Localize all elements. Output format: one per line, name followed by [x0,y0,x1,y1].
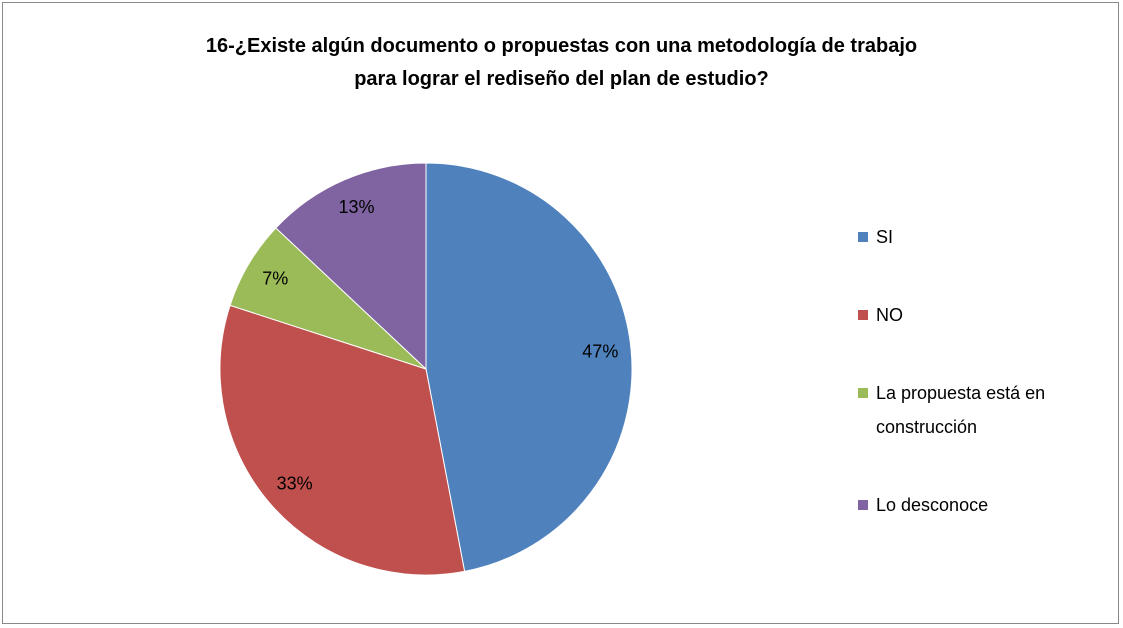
pie-slice [425,162,633,572]
legend-entry: La propuesta está en construcción [856,376,1111,444]
data-label: 13% [338,197,374,217]
legend-swatch [858,500,868,510]
legend-swatch [858,388,868,398]
legend-entry: Lo desconoce [856,488,1111,522]
legend-label: NO [876,305,903,325]
legend-swatch [858,310,868,320]
legend-entry: SI [856,220,1111,254]
legend-swatch [858,232,868,242]
legend: SI NO La propuesta está en construcción Lo … [856,220,1111,522]
legend-entry: NO [856,298,1111,332]
chart-title: 16-¿Existe algún documento o propuestas … [205,35,918,90]
legend-label: La propuesta está en construcción [876,383,1046,437]
data-label: 33% [277,474,313,494]
pie-slice [275,162,427,371]
title-box: 16-¿Existe algún documento o propuestas … [0,30,1123,96]
legend-label: Lo desconoce [876,495,989,515]
legend-label: SI [876,227,894,247]
data-label: 7% [262,269,288,289]
pie-slice [219,304,466,576]
data-label: 47% [582,341,618,361]
